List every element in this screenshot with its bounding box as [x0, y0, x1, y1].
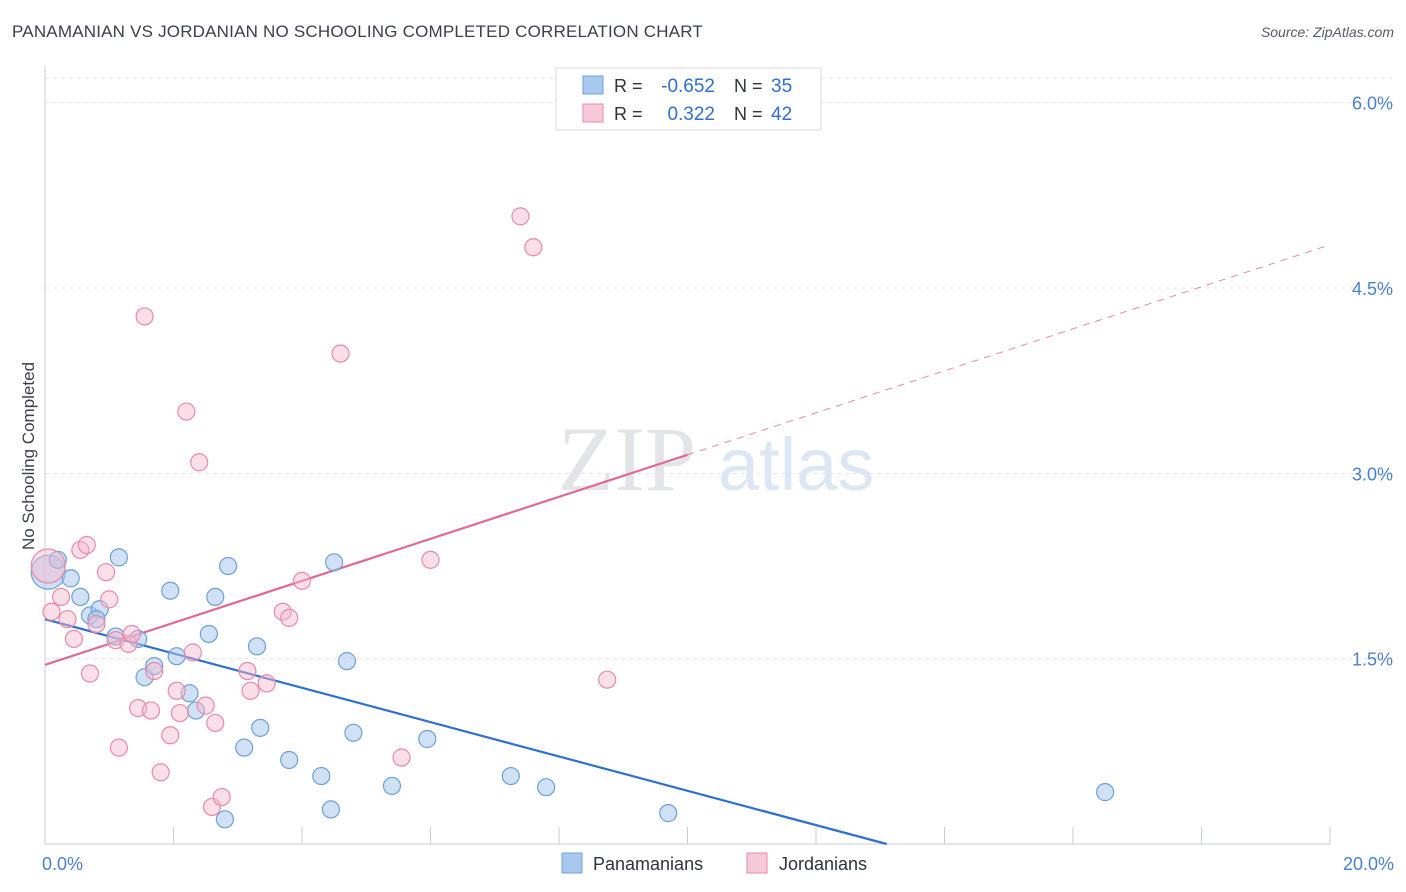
- trend-extension-jordanians: [687, 244, 1331, 456]
- trend-lines: [44, 244, 1331, 846]
- y-tick-label: 1.5%: [1352, 650, 1393, 670]
- y-axis-label: No Schooling Completed: [19, 362, 38, 550]
- point-jordanians: [177, 402, 196, 421]
- point-jordanians: [122, 624, 141, 644]
- point-jordanians: [190, 453, 209, 472]
- point-jordanians: [135, 307, 154, 326]
- x-tick-label-left: 0.0%: [42, 854, 83, 874]
- point-jordanians: [161, 726, 180, 745]
- point-jordanians: [202, 797, 222, 817]
- point-panamanians: [344, 723, 363, 742]
- point-jordanians: [392, 748, 411, 767]
- point-panamanians: [87, 610, 106, 629]
- point-jordanians: [58, 610, 77, 629]
- x-tick-label-right: 20.0%: [1343, 854, 1394, 874]
- legend-n-value-1: 35: [771, 76, 792, 97]
- point-jordanians: [238, 661, 257, 681]
- point-jordanians: [280, 608, 299, 628]
- point-panamanians: [206, 587, 225, 607]
- point-panamanians: [167, 647, 186, 666]
- point-jordanians: [109, 738, 128, 757]
- point-panamanians: [418, 729, 437, 749]
- point-jordanians: [100, 590, 119, 609]
- point-jordanians: [511, 207, 530, 226]
- legend-bottom-swatch-pink: [746, 852, 768, 874]
- grid-lines: [45, 77, 1392, 660]
- point-jordanians: [241, 681, 260, 700]
- y-tick-label: 4.5%: [1352, 279, 1393, 299]
- legend-swatch-blue: [582, 75, 604, 95]
- legend-bottom-label-jordanians: Jordanians: [779, 854, 867, 874]
- watermark-atlas: atlas: [718, 423, 874, 506]
- point-panamanians: [109, 548, 128, 567]
- point-panamanians: [537, 778, 556, 797]
- data-points: [30, 207, 1115, 829]
- source-label: Source: ZipAtlas.com: [1260, 24, 1394, 40]
- point-jordanians: [183, 643, 202, 662]
- point-panamanians: [247, 637, 267, 656]
- point-jordanians: [51, 587, 71, 607]
- point-panamanians: [71, 587, 90, 607]
- legend-bottom-label-panamanians: Panamanians: [593, 854, 703, 874]
- point-panamanians: [501, 766, 520, 786]
- point-jordanians: [170, 703, 190, 723]
- point-jordanians: [598, 670, 617, 689]
- point-panamanians: [235, 738, 254, 757]
- point-jordanians: [292, 571, 312, 590]
- point-jordanians: [42, 602, 61, 621]
- point-panamanians: [321, 800, 341, 819]
- point-panamanians: [280, 750, 299, 770]
- point-jordanians: [421, 550, 440, 569]
- legend-swatch-pink: [582, 103, 604, 123]
- point-jordanians: [167, 681, 186, 700]
- legend-r-label-1: R =: [614, 76, 643, 96]
- point-jordanians: [80, 664, 100, 683]
- point-jordanians: [257, 674, 276, 693]
- point-panamanians: [145, 656, 164, 676]
- point-jordanians: [206, 713, 225, 733]
- point-panamanians: [312, 766, 331, 786]
- point-jordanians: [151, 763, 170, 782]
- point-panamanians: [219, 556, 238, 576]
- point-jordanians: [196, 696, 215, 715]
- point-jordanians: [141, 701, 161, 720]
- y-tick-label: 3.0%: [1352, 464, 1393, 484]
- point-panamanians: [215, 810, 234, 829]
- point-panamanians: [161, 581, 180, 600]
- point-jordanians: [96, 563, 116, 582]
- legend-r-value-2: 0.322: [667, 104, 715, 125]
- legend-r-label-2: R =: [614, 104, 643, 124]
- legend-bottom-swatch-blue: [561, 852, 583, 874]
- point-jordanians: [331, 344, 350, 363]
- legend-n-value-2: 42: [771, 104, 792, 125]
- legend-series: Panamanians Jordanians: [561, 852, 867, 874]
- point-panamanians: [337, 652, 357, 671]
- point-jordanians: [30, 548, 66, 584]
- legend-n-label-2: N =: [734, 104, 763, 124]
- point-jordanians: [212, 787, 231, 807]
- y-tick-label: 6.0%: [1352, 94, 1393, 114]
- point-panamanians: [325, 553, 344, 572]
- point-panamanians: [61, 569, 80, 588]
- axes: 1.5% 3.0% 4.5% 6.0%: [44, 66, 1393, 845]
- point-panamanians: [382, 776, 402, 796]
- legend-n-label-1: N =: [734, 76, 763, 96]
- point-panamanians: [199, 624, 218, 644]
- point-jordanians: [145, 661, 164, 681]
- point-jordanians: [119, 634, 138, 653]
- trend-line-jordanians: [44, 453, 688, 666]
- point-jordanians: [87, 614, 106, 634]
- point-panamanians: [251, 718, 270, 737]
- point-panamanians: [1096, 783, 1115, 802]
- legend-stats: R = -0.652 N = 35 R = 0.322 N = 42: [555, 67, 822, 131]
- point-panamanians: [659, 804, 678, 823]
- legend-r-value-1: -0.652: [661, 76, 715, 97]
- point-jordanians: [524, 238, 543, 257]
- point-jordanians: [77, 535, 96, 555]
- point-jordanians: [64, 629, 84, 649]
- chart-title: PANAMANIAN VS JORDANIAN NO SCHOOLING COM…: [12, 22, 704, 41]
